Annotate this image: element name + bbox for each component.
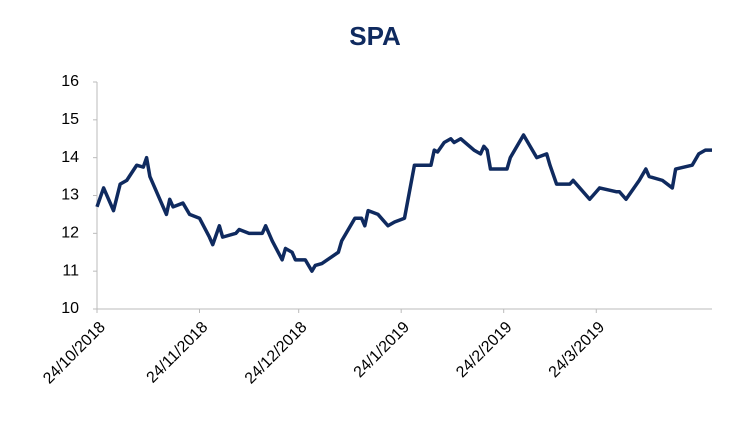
y-tick-label: 11 bbox=[62, 262, 79, 279]
chart-title: SPA bbox=[349, 21, 401, 51]
line-series bbox=[95, 133, 712, 273]
x-tick-label: 24/12/2018 bbox=[242, 319, 311, 388]
y-tick-label: 14 bbox=[61, 149, 79, 166]
y-tick-label: 13 bbox=[61, 187, 79, 204]
x-tick-label: 24/10/2018 bbox=[40, 319, 109, 388]
x-tick-label: 24/2/2019 bbox=[453, 319, 515, 381]
y-tick-label: 12 bbox=[61, 225, 79, 242]
y-tick-label: 15 bbox=[61, 111, 79, 128]
x-tick-label: 24/3/2019 bbox=[546, 319, 608, 381]
x-tick-label: 24/1/2019 bbox=[351, 319, 413, 381]
y-tick-label: 10 bbox=[61, 300, 79, 317]
x-tick-label: 24/11/2018 bbox=[144, 319, 212, 387]
y-tick-label: 16 bbox=[61, 73, 79, 90]
